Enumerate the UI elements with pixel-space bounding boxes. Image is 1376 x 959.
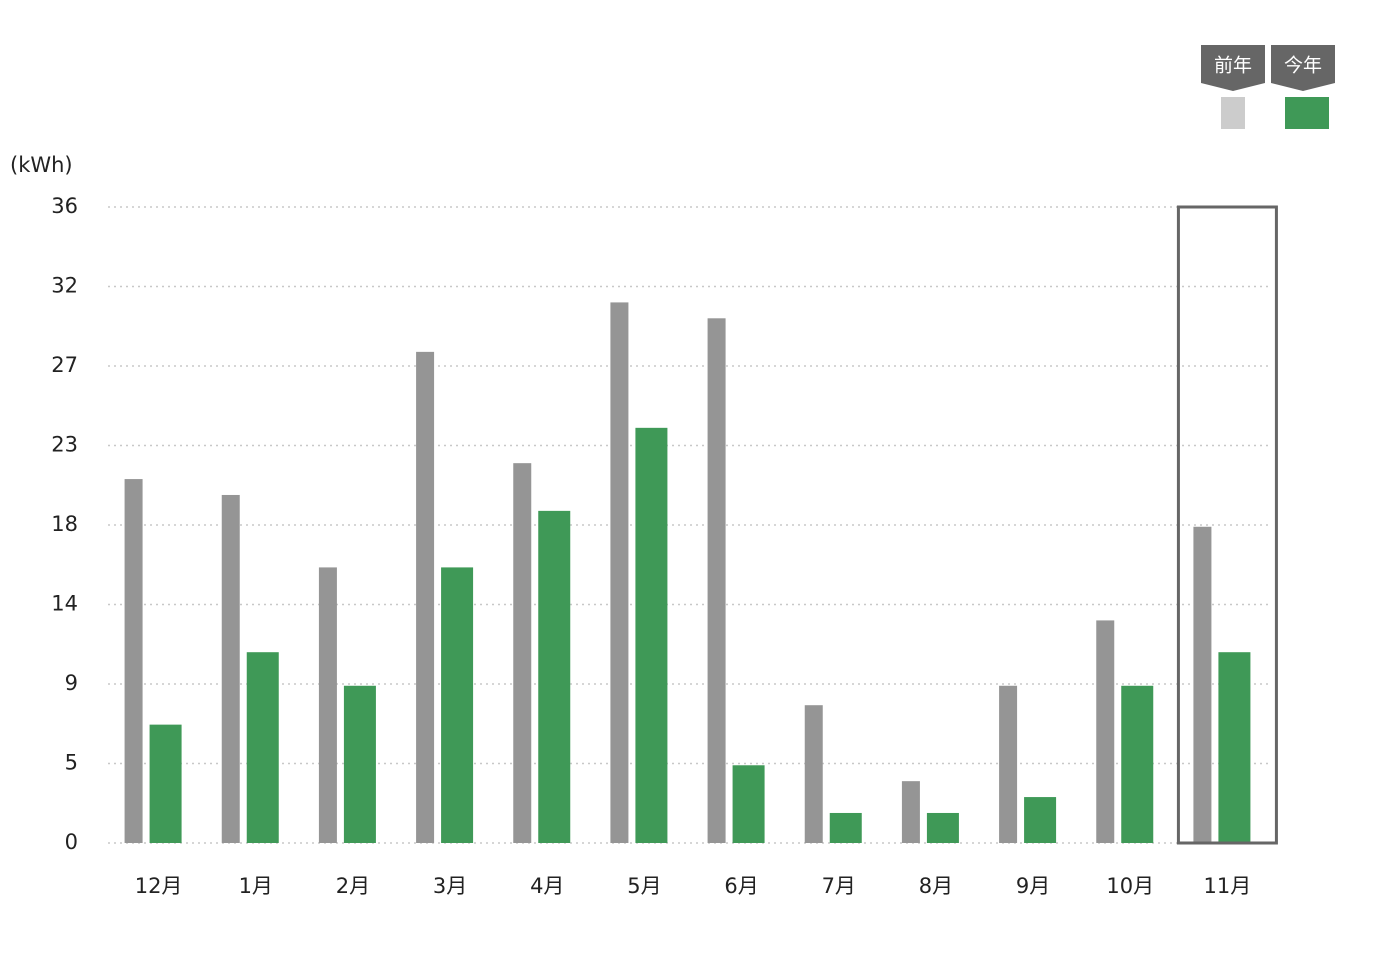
bar [538,510,571,843]
x-tick-label: 7月 [822,874,856,898]
legend-tab [1271,45,1335,91]
y-unit: (kWh) [10,153,73,177]
bar [1218,652,1251,843]
bar [221,494,240,843]
x-tick-label: 8月 [919,874,953,898]
x-tick-label: 1月 [239,874,273,898]
x-tick-label: 2月 [336,874,370,898]
x-tick-label: 11月 [1204,874,1252,898]
x-tick-label: 3月 [433,874,467,898]
x-tick-label: 5月 [627,874,661,898]
y-tick-label: 36 [51,194,78,218]
y-tick-label: 27 [51,353,78,377]
bar [416,351,435,843]
bar [124,479,143,843]
x-tick-label: 6月 [724,874,758,898]
y-tick-label: 9 [65,671,78,695]
bar [1121,685,1154,843]
bar [999,685,1018,843]
bar [318,567,337,843]
bar [707,318,726,843]
bar [635,427,668,843]
legend-label: 今年 [1284,55,1322,77]
bar [149,724,182,843]
y-tick-label: 5 [65,751,78,775]
x-tick-label: 9月 [1016,874,1050,898]
bar [441,567,474,843]
bar [901,781,920,843]
bar [804,705,823,843]
y-tick-label: 32 [51,274,78,298]
x-tick-label: 12月 [135,874,183,898]
bar [1193,526,1212,843]
bar [343,685,376,843]
highlight-box [1176,205,1278,845]
x-tick-label: 4月 [530,874,564,898]
bar [246,652,279,843]
x-tick-label: 10月 [1106,874,1154,898]
legend-label: 前年 [1214,55,1252,77]
bar [610,302,629,843]
legend-tab [1201,45,1265,91]
bar [1096,620,1115,843]
bar [926,812,959,843]
bar [1024,797,1057,843]
bar [829,812,862,843]
bar [513,463,532,843]
y-tick-label: 0 [65,830,78,854]
legend-swatch [1285,97,1329,129]
y-tick-label: 23 [51,433,78,457]
y-tick-label: 18 [51,512,78,536]
legend-swatch [1221,97,1245,129]
bar [732,765,765,843]
y-tick-label: 14 [51,592,78,616]
